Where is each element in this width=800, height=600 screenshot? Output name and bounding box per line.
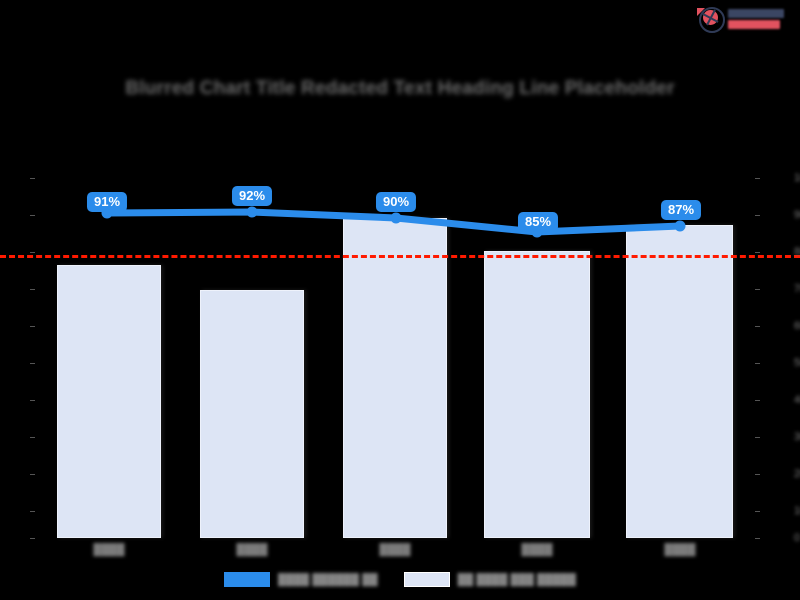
x-axis-label-2: ████ bbox=[379, 544, 411, 556]
right-tick-3 bbox=[755, 289, 760, 290]
bar-0[interactable] bbox=[57, 265, 161, 538]
right-axis-label-0: 1000 bbox=[794, 172, 800, 184]
left-tick-1 bbox=[30, 215, 35, 216]
right-axis-label-3: 700 bbox=[794, 283, 800, 295]
right-axis-label-10: 0 bbox=[794, 532, 800, 544]
right-tick-4 bbox=[755, 326, 760, 327]
right-tick-10 bbox=[755, 538, 760, 539]
left-tick-9 bbox=[30, 511, 35, 512]
legend-item-line-series[interactable]: ████ ██████ ██ bbox=[224, 572, 378, 587]
data-label-4: 87% bbox=[660, 200, 702, 220]
right-axis-label-9: 100 bbox=[794, 505, 800, 517]
brand-logo-line-1: REDACTED bbox=[728, 9, 784, 18]
right-axis-label-8: 200 bbox=[794, 468, 800, 480]
chart-legend: ████ ██████ ██ ██ ████ ███ █████ bbox=[0, 572, 800, 587]
bar-4[interactable] bbox=[626, 225, 733, 538]
right-axis-label-1: 900 bbox=[794, 209, 800, 221]
target-circle-icon bbox=[697, 6, 725, 33]
right-tick-9 bbox=[755, 511, 760, 512]
right-tick-1 bbox=[755, 215, 760, 216]
x-axis-label-4: ████ bbox=[664, 544, 696, 556]
target-threshold-line bbox=[0, 255, 800, 258]
left-tick-2 bbox=[30, 252, 35, 253]
right-tick-6 bbox=[755, 400, 760, 401]
legend-item-bar-series[interactable]: ██ ████ ███ █████ bbox=[403, 572, 576, 587]
data-label-2: 90% bbox=[375, 192, 417, 212]
x-axis-label-3: ████ bbox=[521, 544, 553, 556]
right-tick-2 bbox=[755, 252, 760, 253]
plot-area: 91% 92% 90% 85% 87% 100% 90% 80% 70% 60%… bbox=[0, 170, 800, 544]
left-tick-7 bbox=[30, 437, 35, 438]
brand-logo: REDACTED REDACTED bbox=[697, 4, 794, 34]
legend-swatch-line-icon bbox=[224, 572, 271, 587]
left-tick-5 bbox=[30, 363, 35, 364]
left-tick-10 bbox=[30, 538, 35, 539]
left-tick-3 bbox=[30, 289, 35, 290]
x-axis-label-1: ████ bbox=[236, 544, 268, 556]
legend-swatch-bar-icon bbox=[403, 572, 450, 587]
bar-1[interactable] bbox=[200, 290, 304, 538]
legend-label-line-series: ████ ██████ ██ bbox=[278, 573, 378, 586]
brand-logo-line-2: REDACTED bbox=[728, 20, 780, 29]
right-axis-label-2: 800 bbox=[794, 246, 800, 258]
x-axis-label-0: ████ bbox=[93, 544, 125, 556]
legend-label-bar-series: ██ ████ ███ █████ bbox=[457, 573, 576, 586]
data-label-3: 85% bbox=[517, 212, 559, 232]
right-tick-7 bbox=[755, 437, 760, 438]
right-axis-label-4: 600 bbox=[794, 320, 800, 332]
left-tick-4 bbox=[30, 326, 35, 327]
chart-title: Blurred Chart Title Redacted Text Headin… bbox=[125, 78, 675, 99]
brand-logo-text: REDACTED REDACTED bbox=[728, 9, 784, 29]
left-tick-6 bbox=[30, 400, 35, 401]
data-label-1: 92% bbox=[231, 186, 273, 206]
right-axis-label-6: 400 bbox=[794, 394, 800, 406]
left-tick-8 bbox=[30, 474, 35, 475]
bar-3[interactable] bbox=[484, 251, 590, 538]
right-tick-8 bbox=[755, 474, 760, 475]
left-tick-0 bbox=[30, 178, 35, 179]
right-axis-label-7: 300 bbox=[794, 431, 800, 443]
bar-2[interactable] bbox=[343, 218, 447, 538]
right-axis-label-5: 500 bbox=[794, 357, 800, 369]
right-tick-0 bbox=[755, 178, 760, 179]
right-tick-5 bbox=[755, 363, 760, 364]
data-label-0: 91% bbox=[86, 192, 128, 212]
line-point-1[interactable] bbox=[246, 206, 258, 218]
